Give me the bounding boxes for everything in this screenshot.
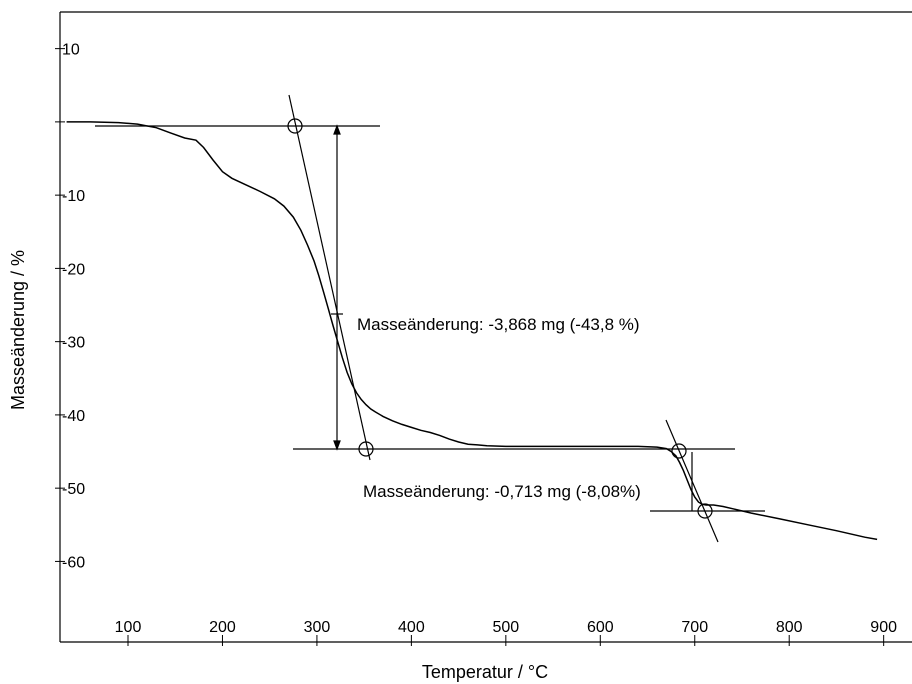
x-tick-label: 500 — [492, 619, 519, 636]
x-tick-label: 600 — [587, 619, 614, 636]
y-tick-label: -40 — [62, 408, 85, 425]
y-tick-label: -20 — [62, 261, 85, 278]
step1-onset-marker — [287, 118, 303, 134]
y-tick-label: -30 — [62, 335, 85, 352]
step2-end-marker — [697, 503, 713, 519]
x-tick-label: 900 — [870, 619, 897, 636]
x-tick-label: 100 — [115, 619, 142, 636]
x-ticks: 100 200 300 400 500 600 700 800 900 — [115, 619, 897, 646]
mass-change-curve — [66, 121, 878, 541]
step2-annotation: Masseänderung: -0,713 mg (-8,08%) — [363, 482, 641, 501]
x-tick-label: 300 — [304, 619, 331, 636]
tangent-step1 — [288, 94, 371, 461]
y-axis-title: Masseänderung / % — [8, 250, 28, 410]
y-ticks: 10 -10 -20 -30 -40 -50 -60 — [55, 42, 85, 571]
step1-arrow-top — [333, 124, 341, 135]
y-tick-label: 10 — [62, 42, 80, 59]
x-tick-label: 400 — [398, 619, 425, 636]
step-analysis-lines — [95, 94, 765, 543]
y-tick-label: -50 — [62, 481, 85, 498]
step1-arrow-bottom — [333, 440, 341, 451]
step2-onset-marker — [671, 443, 687, 459]
x-axis-title: Temperatur / °C — [422, 662, 548, 682]
y-tick-label: -10 — [62, 188, 85, 205]
y-tick-label: -60 — [62, 554, 85, 571]
step1-annotation: Masseänderung: -3,868 mg (-43,8 %) — [357, 315, 640, 334]
x-tick-label: 700 — [681, 619, 708, 636]
x-tick-label: 800 — [776, 619, 803, 636]
step1-end-marker — [358, 441, 374, 457]
x-tick-label: 200 — [209, 619, 236, 636]
